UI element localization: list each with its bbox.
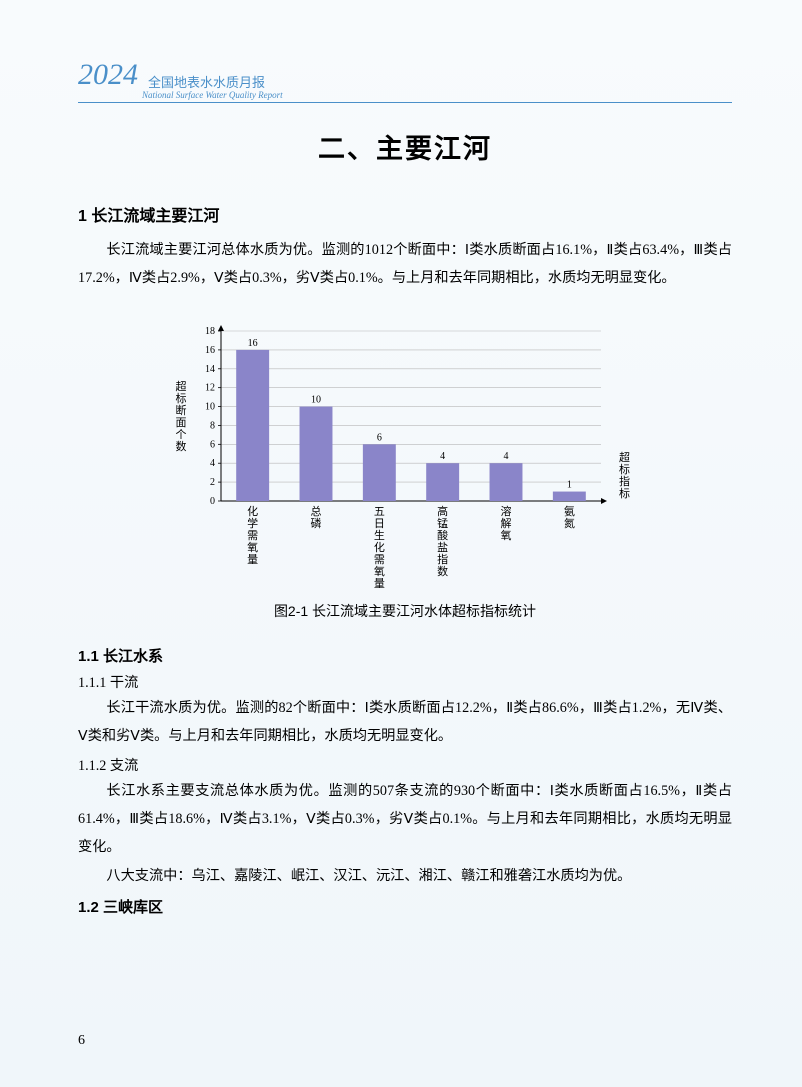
svg-text:超: 超 (176, 379, 187, 393)
svg-text:个: 个 (176, 428, 187, 441)
svg-text:16: 16 (248, 338, 258, 349)
svg-text:面: 面 (176, 417, 187, 429)
page-number: 6 (78, 1033, 85, 1049)
page-header: 2024 全国地表水水质月报 National Surface Water Qu… (78, 58, 732, 103)
svg-text:量: 量 (247, 553, 258, 566)
svg-text:10: 10 (311, 394, 321, 405)
svg-text:化: 化 (247, 504, 258, 518)
svg-text:溶: 溶 (501, 504, 512, 518)
bar-chart-svg: 02468101214161816化学需氧量10总磷6五日生化需氧量4高锰酸盐指… (165, 319, 645, 591)
header-title-en: National Surface Water Quality Report (142, 90, 732, 100)
svg-text:4: 4 (440, 451, 445, 462)
svg-text:氧: 氧 (247, 540, 258, 554)
svg-text:需: 需 (374, 553, 385, 566)
svg-text:2: 2 (210, 477, 215, 488)
section-1-2-heading: 1.2 三峡库区 (78, 896, 732, 917)
svg-text:盐: 盐 (437, 541, 448, 554)
svg-text:4: 4 (504, 451, 509, 462)
chart-caption: 图2-1 长江流域主要江河水体超标指标统计 (78, 601, 732, 621)
svg-text:10: 10 (205, 401, 215, 412)
svg-text:需: 需 (247, 529, 258, 542)
svg-text:4: 4 (210, 458, 215, 469)
svg-text:14: 14 (205, 364, 215, 375)
svg-text:18: 18 (205, 326, 215, 337)
svg-text:0: 0 (210, 496, 215, 507)
section-1-1-2-p1: 长江水系主要支流总体水质为优。监测的507条支流的930个断面中：Ⅰ类水质断面占… (78, 777, 732, 862)
svg-text:数: 数 (437, 565, 448, 578)
section-1-1-2-heading: 1.1.2 支流 (78, 755, 732, 775)
svg-text:生: 生 (374, 528, 385, 542)
svg-text:标: 标 (619, 462, 630, 476)
svg-text:磷: 磷 (311, 517, 322, 530)
svg-text:五: 五 (374, 506, 385, 518)
svg-text:解: 解 (501, 516, 512, 530)
section-1-1-heading: 1.1 长江水系 (78, 645, 732, 666)
svg-text:断: 断 (176, 403, 187, 417)
section-1-heading: 1 长江流域主要江河 (78, 202, 732, 226)
svg-text:标: 标 (619, 486, 630, 500)
svg-text:学: 学 (247, 516, 258, 530)
header-year: 2024 (78, 58, 138, 92)
svg-text:氧: 氧 (501, 528, 512, 542)
main-title: 二、主要江河 (78, 127, 732, 166)
svg-text:高: 高 (437, 504, 448, 518)
svg-text:8: 8 (210, 420, 215, 431)
svg-text:化: 化 (374, 540, 385, 554)
svg-text:12: 12 (205, 382, 215, 393)
svg-text:锰: 锰 (437, 516, 448, 530)
bar-chart: 02468101214161816化学需氧量10总磷6五日生化需氧量4高锰酸盐指… (165, 319, 645, 591)
section-1-1-1-heading: 1.1.1 干流 (78, 672, 732, 692)
svg-text:酸: 酸 (437, 528, 448, 542)
header-rule (78, 102, 732, 103)
svg-text:6: 6 (210, 439, 215, 450)
svg-text:16: 16 (205, 345, 215, 356)
svg-text:标: 标 (176, 391, 187, 405)
svg-text:量: 量 (374, 577, 385, 590)
svg-text:指: 指 (437, 552, 448, 566)
svg-text:1: 1 (567, 479, 572, 490)
svg-text:6: 6 (377, 432, 382, 443)
section-1-p1: 长江流域主要江河总体水质为优。监测的1012个断面中：Ⅰ类水质断面占16.1%，… (78, 236, 732, 293)
section-1-1-2-p2: 八大支流中：乌江、嘉陵江、岷江、汉江、沅江、湘江、赣江和雅砻江水质均为优。 (78, 862, 732, 890)
svg-text:指: 指 (619, 474, 630, 488)
svg-text:总: 总 (311, 504, 322, 518)
section-1-1-1-p: 长江干流水质为优。监测的82个断面中：Ⅰ类水质断面占12.2%，Ⅱ类占86.6%… (78, 694, 732, 751)
svg-text:氨: 氨 (564, 505, 575, 518)
svg-text:氮: 氮 (564, 516, 575, 530)
svg-text:数: 数 (176, 440, 187, 453)
header-title-cn: 全国地表水水质月报 (148, 75, 265, 90)
svg-text:超: 超 (619, 450, 630, 464)
svg-text:日: 日 (374, 518, 385, 530)
svg-text:氧: 氧 (374, 564, 385, 578)
